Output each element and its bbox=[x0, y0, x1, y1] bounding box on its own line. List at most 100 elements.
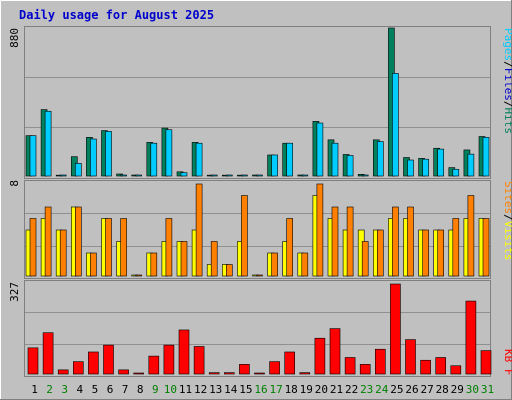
bar-files bbox=[316, 122, 324, 177]
bar-files bbox=[210, 174, 218, 177]
x-tick-label: 14 bbox=[224, 383, 238, 396]
bar-kbytes bbox=[57, 369, 69, 375]
y-max-label-visits: 8 bbox=[8, 180, 21, 187]
x-tick-label: 8 bbox=[137, 383, 144, 396]
bar-kbytes bbox=[435, 357, 447, 375]
x-tick-label: 16 bbox=[254, 383, 267, 396]
bar-kbytes bbox=[118, 369, 129, 375]
bar-sites bbox=[256, 274, 263, 277]
x-tick-label: 31 bbox=[481, 383, 494, 396]
bar-kbytes bbox=[420, 359, 431, 375]
bar-kbytes bbox=[450, 365, 462, 375]
x-tick-label: 30 bbox=[466, 383, 479, 396]
bar-sites bbox=[210, 241, 218, 277]
x-tick-label: 28 bbox=[436, 383, 449, 396]
bar-sites bbox=[376, 229, 384, 277]
legend-kbytes-files: F bbox=[502, 369, 512, 376]
bar-kbytes bbox=[269, 361, 280, 375]
bar-sites bbox=[346, 206, 354, 277]
x-tick-label: 6 bbox=[107, 383, 114, 396]
bar-kbytes bbox=[374, 348, 386, 375]
legend-sites: Sites bbox=[502, 181, 512, 214]
bar-sites bbox=[180, 241, 188, 277]
bar-kbytes bbox=[314, 337, 326, 375]
bars bbox=[25, 27, 492, 375]
bar-sites bbox=[165, 218, 173, 277]
bar-kbytes bbox=[148, 355, 160, 375]
bar-sites bbox=[226, 264, 233, 277]
bar-sites bbox=[437, 229, 445, 277]
bar-sites bbox=[29, 218, 37, 277]
x-tick-label: 2 bbox=[46, 383, 53, 396]
bar-files bbox=[165, 129, 173, 177]
bar-kbytes bbox=[405, 339, 416, 375]
x-tick-label: 19 bbox=[300, 383, 313, 396]
x-tick-label: 20 bbox=[315, 383, 328, 396]
bar-sites bbox=[75, 206, 82, 277]
bar-sites bbox=[90, 252, 97, 277]
x-tick-label: 25 bbox=[390, 383, 403, 396]
bar-sites bbox=[120, 218, 127, 277]
bar-files bbox=[241, 174, 248, 177]
bar-files bbox=[120, 174, 127, 177]
panel-hits-frame bbox=[24, 26, 491, 179]
x-tick-label: 15 bbox=[239, 383, 252, 396]
legend-separator: / bbox=[502, 214, 512, 221]
x-tick-label: 21 bbox=[330, 383, 343, 396]
bar-sites bbox=[301, 252, 309, 277]
legend-hits-panel: Pages/Files/Hits bbox=[502, 28, 512, 134]
bar-kbytes bbox=[208, 372, 220, 375]
bar-sites bbox=[135, 274, 142, 277]
bar-kbytes bbox=[344, 357, 356, 375]
bar-files bbox=[59, 174, 67, 177]
bar-kbytes bbox=[88, 351, 99, 375]
bar-sites bbox=[316, 183, 324, 277]
x-axis-labels: 1 2 3 4 5 6 7 8 9 10 11 12 13 14 15 16 17 18 19 20 21 22 23 24 2… bbox=[31, 383, 494, 396]
legend-separator: / bbox=[502, 61, 512, 68]
bar-sites bbox=[452, 218, 460, 277]
bar-sites bbox=[407, 206, 414, 277]
bar-sites bbox=[241, 195, 248, 277]
x-tick-label: 17 bbox=[269, 383, 282, 396]
bar-kbytes bbox=[103, 344, 114, 375]
bar-files bbox=[226, 174, 233, 177]
bar-files bbox=[271, 154, 278, 177]
bar-files bbox=[286, 142, 294, 177]
x-tick-label: 18 bbox=[285, 383, 298, 396]
bar-sites bbox=[467, 195, 475, 277]
bar-kbytes bbox=[193, 346, 205, 375]
bar-kbytes bbox=[178, 329, 190, 375]
panel-visits-frame bbox=[24, 180, 491, 279]
bar-files bbox=[437, 148, 445, 177]
legend-visits-panel: Sites/Visits bbox=[502, 181, 512, 261]
legend-kbytes-panel: KB F bbox=[502, 349, 512, 376]
x-tick-label: 26 bbox=[405, 383, 418, 396]
x-tick-label: 1 bbox=[31, 383, 38, 396]
bar-kbytes bbox=[480, 350, 492, 375]
bar-files bbox=[407, 159, 414, 177]
chart-title: Daily usage for August 2025 bbox=[19, 8, 214, 22]
bar-sites bbox=[331, 206, 339, 277]
x-tick-label: 23 bbox=[360, 383, 373, 396]
x-tick-label: 11 bbox=[179, 383, 192, 396]
x-tick-label: 10 bbox=[164, 383, 177, 396]
bar-sites bbox=[392, 206, 399, 277]
x-tick-label: 27 bbox=[420, 383, 433, 396]
x-tick-label: 3 bbox=[61, 383, 68, 396]
x-tick-label: 9 bbox=[152, 383, 159, 396]
bar-sites bbox=[361, 241, 369, 277]
bar-kbytes bbox=[359, 364, 371, 375]
bar-sites bbox=[286, 218, 294, 277]
bar-files bbox=[376, 141, 384, 177]
bar-files bbox=[44, 110, 52, 177]
bar-files bbox=[29, 135, 37, 177]
bar-kbytes bbox=[224, 372, 235, 375]
x-tick-label: 4 bbox=[76, 383, 83, 396]
bar-files bbox=[150, 142, 158, 177]
bar-kbytes bbox=[73, 361, 84, 375]
bar-files bbox=[301, 174, 309, 177]
x-tick-label: 5 bbox=[92, 383, 99, 396]
bar-sites bbox=[59, 229, 67, 277]
